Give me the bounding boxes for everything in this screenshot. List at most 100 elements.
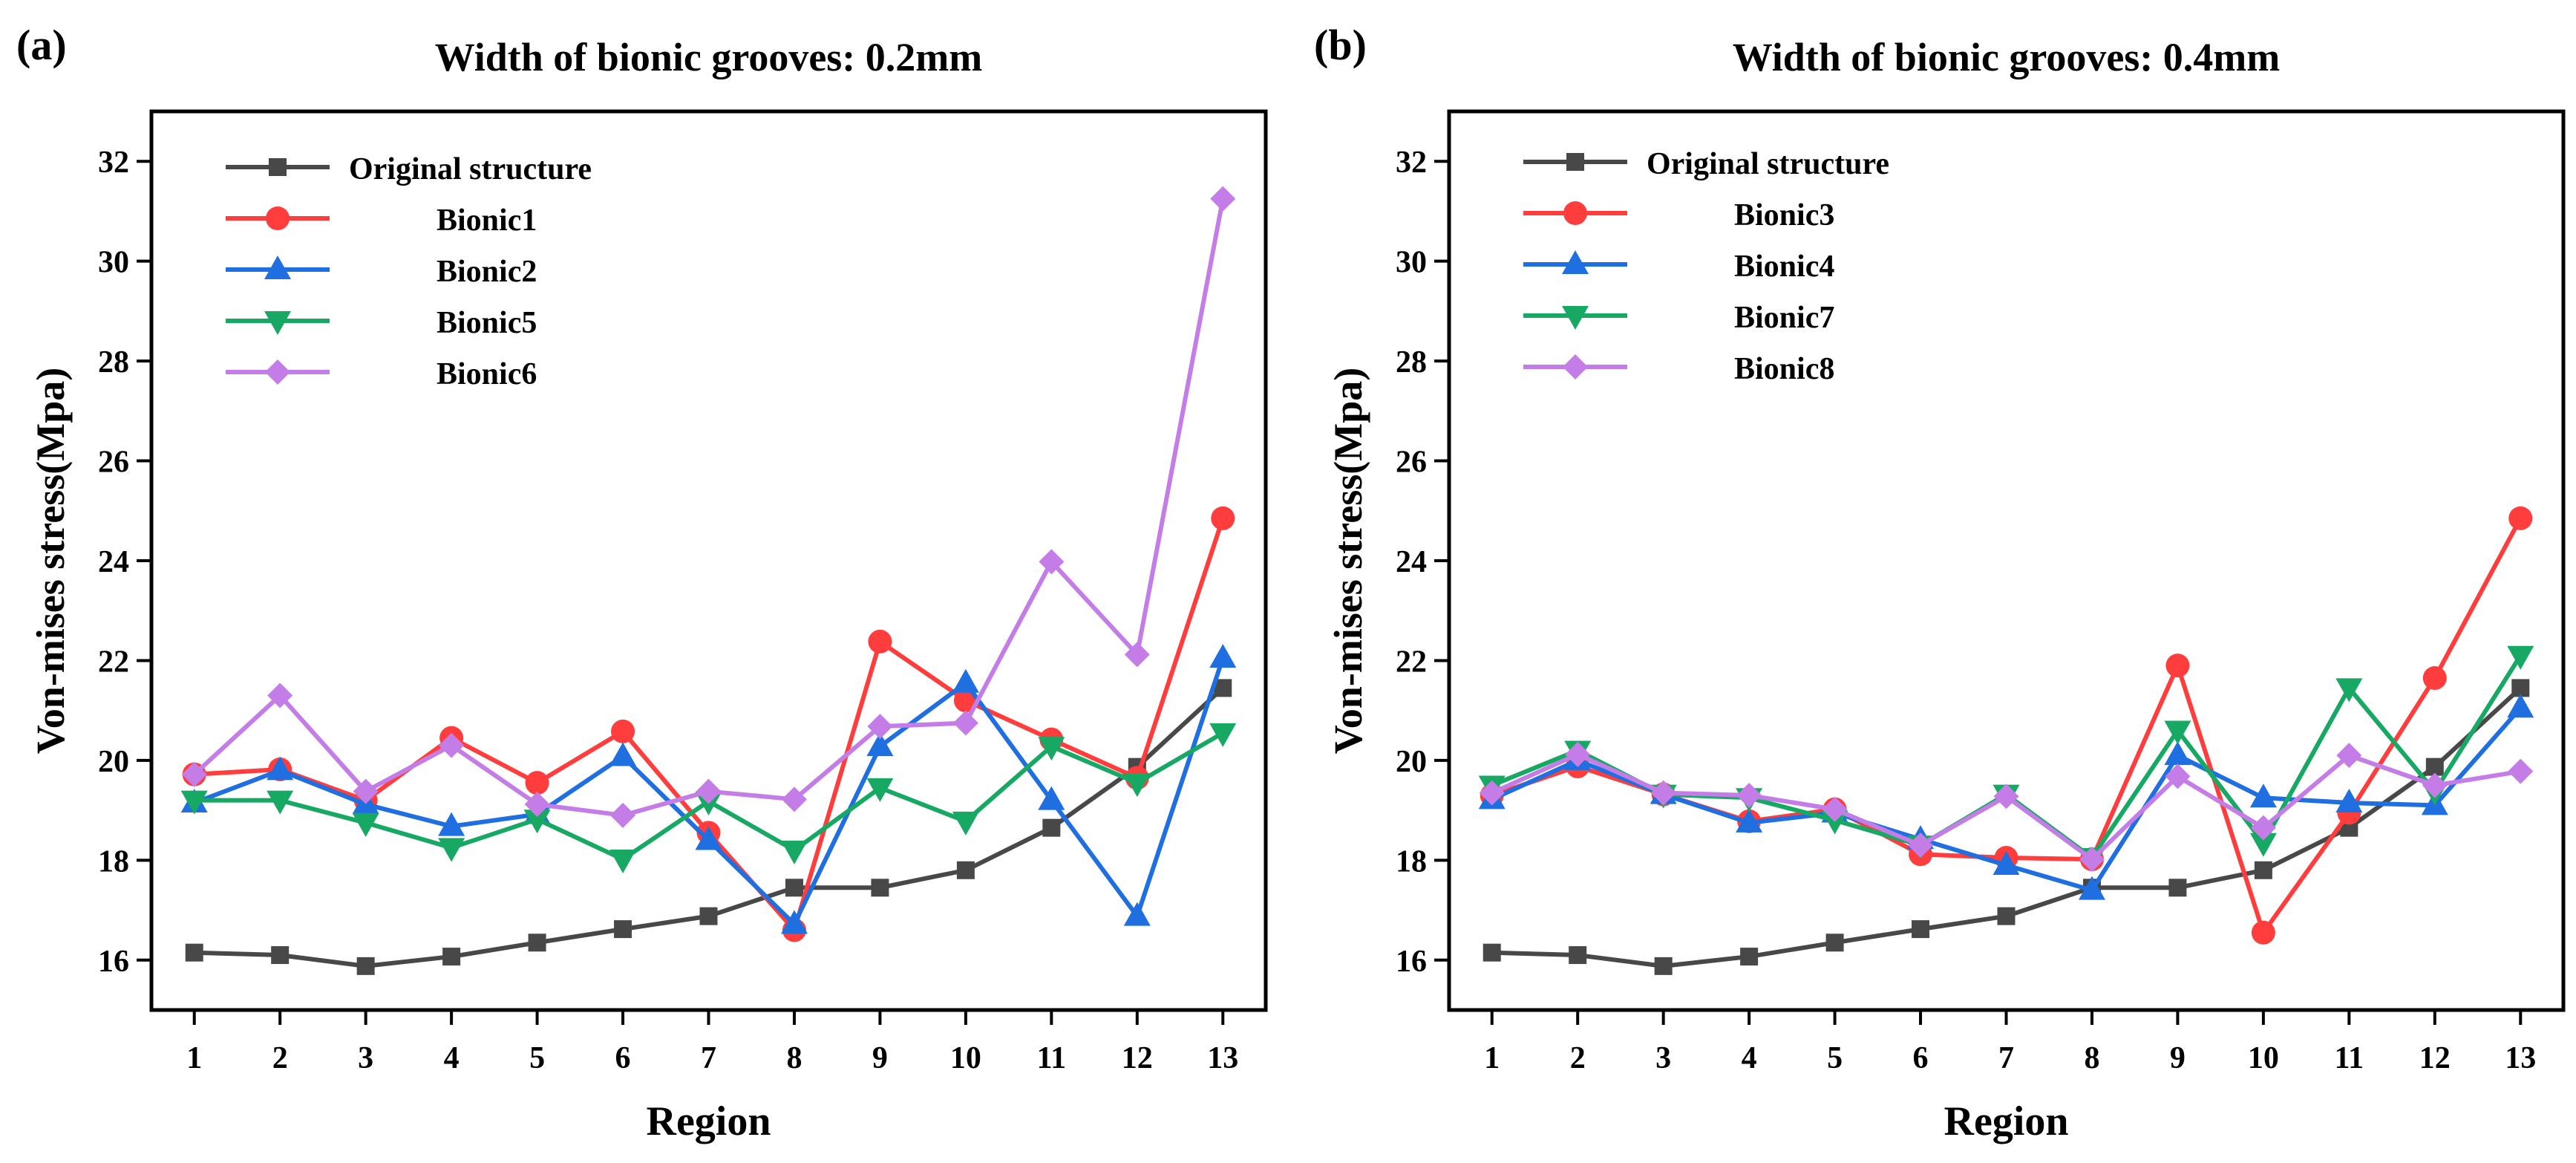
- data-point: [609, 742, 637, 766]
- data-point: [1038, 737, 1065, 761]
- data-point: [2165, 654, 2190, 678]
- y-tick-label: 24: [98, 545, 129, 579]
- y-tick-label: 16: [1396, 945, 1427, 979]
- panel-label: (b): [1314, 21, 1367, 69]
- data-point: [2422, 665, 2447, 690]
- x-tick-label: 3: [1655, 1041, 1671, 1075]
- data-point: [2079, 846, 2105, 872]
- series-bionic1: [182, 506, 1235, 942]
- x-tick-label: 1: [1484, 1041, 1500, 1075]
- legend: Original structure Bionic1 Bionic2 Bionic5 B…: [226, 152, 592, 391]
- data-point: [1822, 796, 1848, 822]
- data-point: [528, 934, 546, 952]
- x-tick-label: 8: [2084, 1041, 2099, 1075]
- data-point: [2164, 720, 2191, 745]
- data-point: [1993, 851, 2020, 876]
- y-tick-label: 18: [1396, 844, 1427, 879]
- data-point: [785, 879, 803, 897]
- y-tick-label: 28: [1396, 345, 1427, 379]
- data-point: [611, 719, 635, 743]
- data-point: [868, 629, 892, 654]
- data-point: [609, 849, 637, 873]
- legend-item: Bionic5: [226, 306, 537, 340]
- y-tick-label: 18: [98, 844, 129, 879]
- x-axis-label: Region: [647, 1098, 771, 1144]
- legend-item: Original structure: [226, 152, 592, 186]
- chart-panel-1: (a) Width of bionic grooves: 0.2mm1618202…: [16, 21, 1268, 1144]
- legend: Original structure Bionic3 Bionic4 Bionic7 B…: [1523, 147, 1889, 386]
- data-point: [267, 790, 294, 815]
- x-tick-label: 10: [2248, 1041, 2279, 1075]
- y-tick-label: 30: [1396, 246, 1427, 280]
- y-tick-label: 32: [98, 146, 129, 180]
- series-bionic5: [180, 723, 1237, 873]
- legend-item: Bionic7: [1523, 301, 1834, 335]
- legend-item: Bionic1: [226, 203, 537, 238]
- data-point: [438, 812, 465, 836]
- legend-label: Bionic5: [437, 306, 537, 340]
- legend-label: Bionic3: [1734, 198, 1834, 232]
- data-point: [439, 732, 465, 758]
- data-point: [442, 948, 461, 966]
- data-point: [1210, 186, 1236, 212]
- legend-marker: [1562, 250, 1589, 274]
- data-point: [1209, 644, 1237, 668]
- x-axis-label: Region: [1944, 1098, 2069, 1144]
- legend-item: Original structure: [1523, 147, 1889, 181]
- chart-panel-2: (b) Width of bionic grooves: 0.4mm1618202…: [1314, 21, 2566, 1144]
- series-original-structure: [185, 679, 1232, 975]
- plot-frame: [149, 109, 1268, 1012]
- data-point: [267, 756, 294, 781]
- data-point: [2251, 920, 2275, 945]
- y-tick-label: 20: [98, 745, 129, 779]
- data-point: [1039, 549, 1065, 575]
- data-point: [2078, 876, 2105, 900]
- x-tick-label: 5: [529, 1041, 545, 1075]
- series-bionic6: [181, 186, 1236, 828]
- data-point: [2164, 741, 2191, 766]
- x-tick-label: 9: [872, 1041, 888, 1075]
- data-point: [1821, 810, 1848, 835]
- legend-item: Bionic8: [1523, 352, 1834, 386]
- y-tick-label: 22: [1396, 645, 1427, 679]
- data-point: [866, 732, 894, 757]
- data-point: [181, 761, 207, 787]
- legend-marker: [264, 255, 291, 279]
- x-tick-label: 2: [272, 1041, 288, 1075]
- x-tick-label: 6: [1913, 1041, 1929, 1075]
- data-point: [1565, 741, 1591, 767]
- series-line: [192, 198, 1226, 818]
- data-point: [871, 879, 889, 897]
- legend-label: Original structure: [1647, 147, 1889, 181]
- data-point: [2249, 833, 2277, 857]
- data-point: [1736, 808, 1763, 833]
- data-point: [2254, 861, 2272, 879]
- y-tick-label: 22: [98, 645, 129, 679]
- data-point: [1123, 773, 1151, 798]
- legend-label: Bionic2: [437, 255, 537, 289]
- x-tick-label: 7: [701, 1041, 716, 1075]
- data-point: [180, 790, 208, 815]
- chart-title: Width of bionic grooves: 0.2mm: [435, 35, 983, 79]
- series-bionic3: [1480, 506, 2533, 945]
- data-point: [524, 792, 550, 818]
- data-point: [271, 946, 290, 965]
- y-tick-label: 26: [98, 446, 129, 480]
- data-point: [2336, 743, 2362, 769]
- panel-label: (a): [16, 21, 67, 69]
- data-point: [2168, 879, 2187, 897]
- data-point: [699, 907, 718, 925]
- data-point: [867, 714, 893, 740]
- x-tick-label: 5: [1827, 1041, 1843, 1075]
- data-point: [952, 710, 978, 736]
- x-tick-label: 2: [1570, 1041, 1586, 1075]
- x-tick-label: 4: [444, 1041, 460, 1075]
- data-point: [1654, 957, 1673, 975]
- data-point: [1908, 833, 1934, 859]
- series-original-structure: [1482, 679, 2530, 975]
- legend-label: Original structure: [349, 152, 592, 186]
- legend-label: Bionic4: [1734, 250, 1834, 284]
- legend-item: Bionic2: [226, 255, 537, 289]
- x-tick-label: 10: [950, 1041, 981, 1075]
